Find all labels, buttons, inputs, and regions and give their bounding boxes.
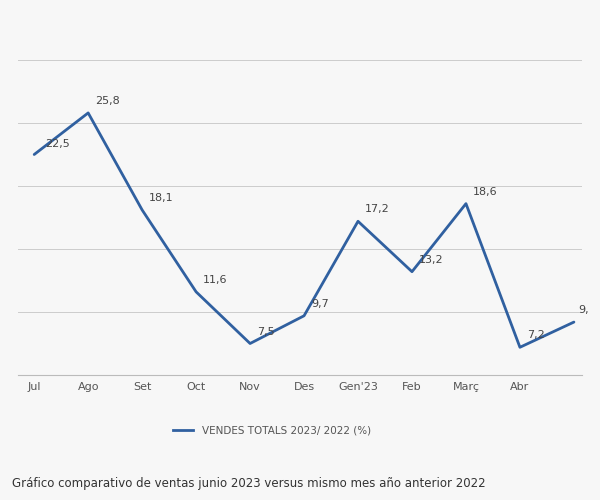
Text: Gráfico comparativo de ventas junio 2023 versus mismo mes año anterior 2022: Gráfico comparativo de ventas junio 2023… xyxy=(12,478,485,490)
Text: 17,2: 17,2 xyxy=(365,204,390,214)
Text: 13,2: 13,2 xyxy=(419,254,443,264)
Text: 7,5: 7,5 xyxy=(257,326,275,336)
Text: 7,2: 7,2 xyxy=(527,330,545,340)
Text: 22,5: 22,5 xyxy=(46,139,70,149)
Text: 9,7: 9,7 xyxy=(311,299,329,309)
Text: 9,: 9, xyxy=(578,305,589,315)
Text: 18,6: 18,6 xyxy=(473,186,497,196)
Legend: VENDES TOTALS 2023/ 2022 (%): VENDES TOTALS 2023/ 2022 (%) xyxy=(169,421,375,440)
Text: 11,6: 11,6 xyxy=(203,275,227,285)
Text: 18,1: 18,1 xyxy=(149,193,174,203)
Text: 25,8: 25,8 xyxy=(95,96,120,106)
